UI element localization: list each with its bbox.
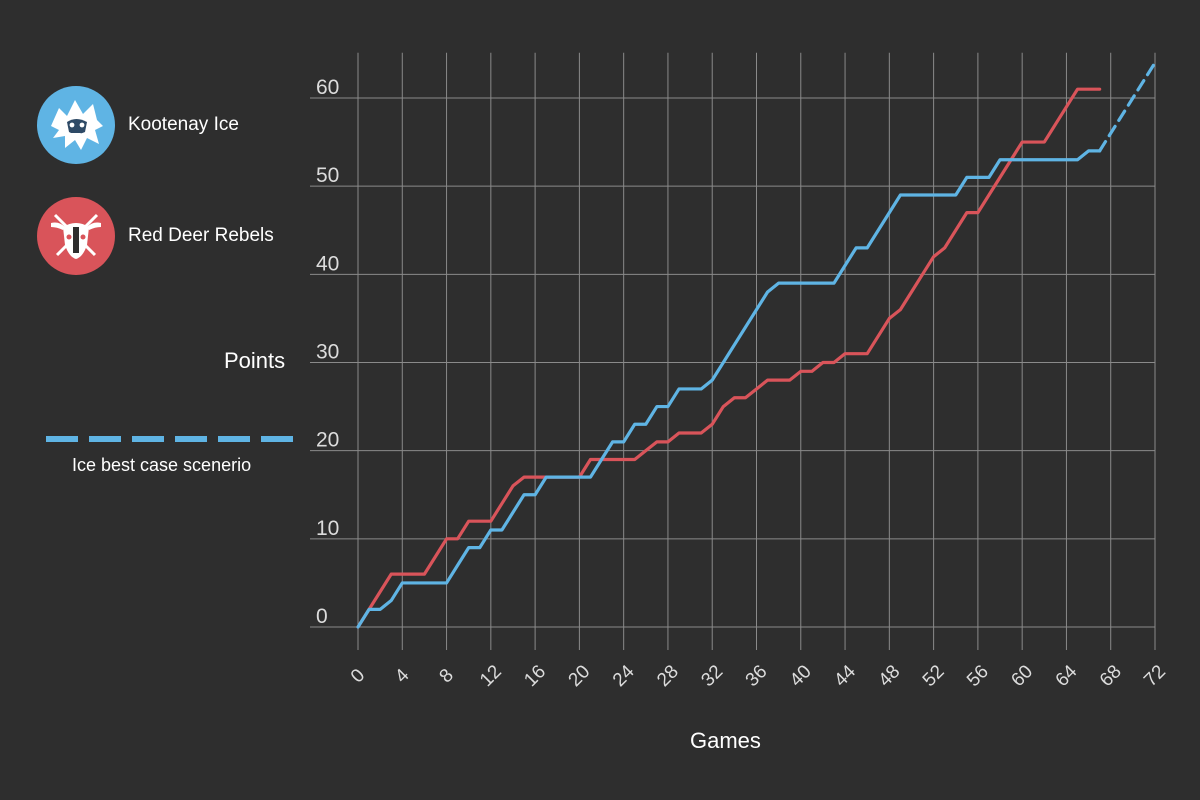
x-tick-label: 20: [565, 661, 595, 691]
series-line-red-deer-rebels: [356, 87, 1102, 629]
dashed-line-legend-label: Ice best case scenerio: [72, 455, 252, 475]
dashed-line-legend-swatch: [46, 436, 302, 442]
x-tick-label: 52: [919, 661, 949, 691]
y-tick-labels: 0 10 20 30 40 50 60: [316, 76, 339, 628]
legend-kootenay-ice: Kootenay Ice: [37, 86, 239, 164]
x-tick-label: 68: [1096, 661, 1126, 691]
y-tick-label: 60: [316, 76, 339, 99]
series-line-ice-best-case-scenerio: [1098, 61, 1157, 153]
series-lines: [356, 61, 1157, 629]
x-tick-label: 60: [1007, 661, 1037, 691]
series-line-kootenay-ice: [356, 149, 1102, 629]
y-tick-label: 40: [316, 252, 339, 275]
x-tick-label: 36: [742, 661, 772, 691]
x-tick-label: 48: [875, 661, 905, 691]
x-tick-label: 4: [391, 665, 414, 688]
y-tick-label: 10: [316, 517, 339, 540]
y-tick-label: 0: [316, 605, 328, 628]
x-tick-labels: 0 4 8 12 16 20 24 28 32 36 40 44 48 52 56 60 64 68 72: [347, 661, 1170, 691]
x-tick-label: 24: [609, 661, 639, 691]
y-axis-label: Points: [224, 348, 286, 373]
chart-grid: [310, 52, 1156, 650]
y-tick-label: 20: [316, 429, 339, 452]
legend-red-deer-rebels: Red Deer Rebels: [37, 197, 274, 275]
x-tick-label: 12: [476, 661, 506, 691]
x-tick-label: 16: [520, 661, 550, 691]
legend-label: Red Deer Rebels: [128, 225, 274, 246]
x-tick-label: 32: [697, 661, 727, 691]
x-tick-label: 40: [786, 661, 816, 691]
x-tick-label: 0: [347, 665, 369, 687]
x-tick-label: 64: [1052, 661, 1082, 691]
y-tick-label: 50: [316, 164, 339, 187]
x-tick-label: 56: [963, 661, 993, 691]
x-tick-label: 28: [653, 661, 683, 691]
y-tick-label: 30: [316, 341, 339, 364]
x-tick-label: 8: [436, 665, 458, 687]
x-axis-label: Games: [690, 728, 761, 753]
x-tick-label: 72: [1140, 661, 1170, 691]
x-tick-label: 44: [830, 661, 860, 691]
legend-label: Kootenay Ice: [128, 114, 239, 135]
yeti-logo-icon: [37, 86, 115, 164]
bull-skull-logo-icon: [37, 197, 115, 275]
